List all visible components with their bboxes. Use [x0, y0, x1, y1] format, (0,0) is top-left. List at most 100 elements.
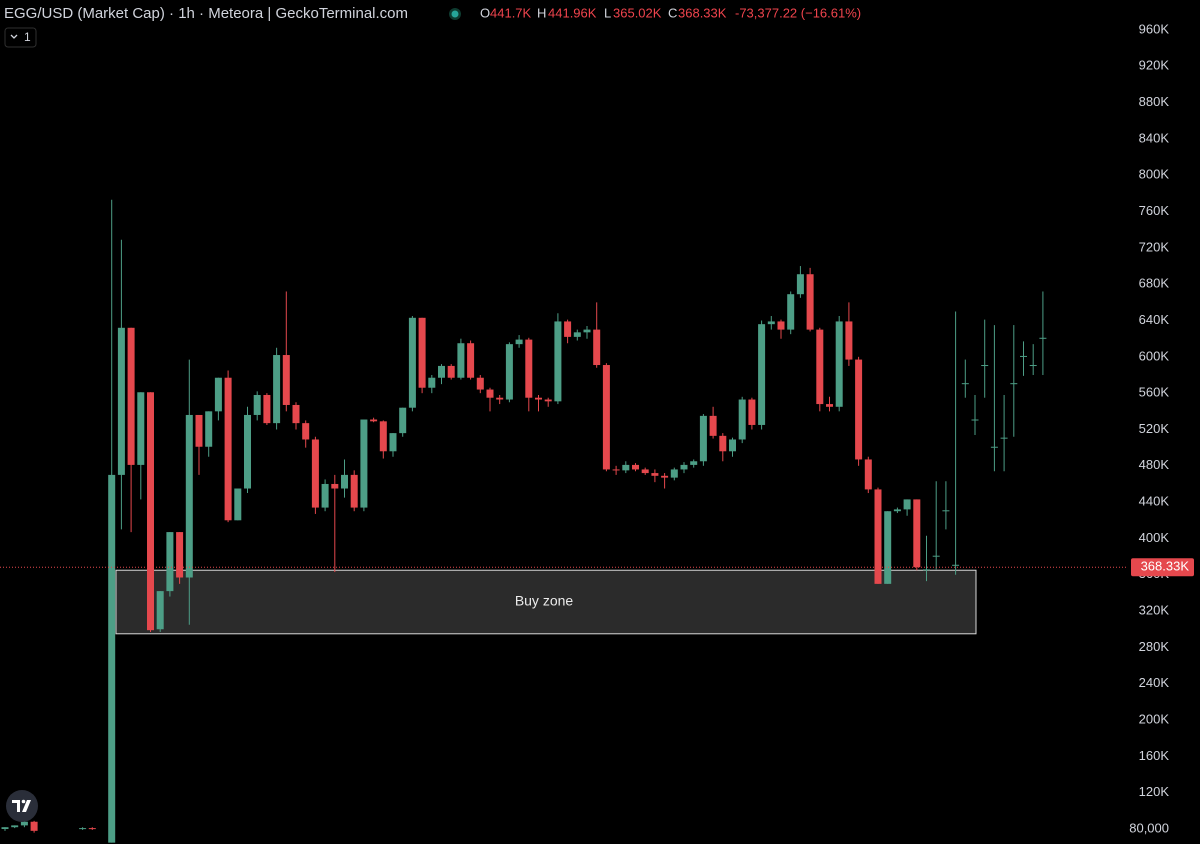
candle-body [796, 274, 804, 295]
candle [709, 406, 717, 439]
candle-body [360, 419, 368, 508]
y-tick-label: 680K [1139, 276, 1170, 291]
candle [273, 347, 281, 430]
candle-body [719, 435, 727, 452]
candle-body [205, 411, 213, 447]
candle-body [758, 324, 766, 425]
candle-body [729, 439, 736, 452]
candle-body [564, 321, 572, 337]
y-tick-label: 200K [1139, 711, 1170, 726]
candle [690, 459, 698, 468]
ohlc-key: C [668, 5, 677, 20]
y-tick-label: 120K [1139, 784, 1170, 799]
candle [205, 411, 213, 457]
y-tick-label: 880K [1139, 94, 1170, 109]
candle-body [903, 499, 911, 510]
candle [758, 320, 766, 430]
candle-body [651, 473, 659, 476]
candle [399, 407, 407, 437]
y-tick-label: 520K [1139, 421, 1170, 436]
zone [115, 569, 977, 635]
y-tick-label: 80,000 [1129, 820, 1169, 835]
candle [729, 437, 736, 457]
candle-body [379, 421, 387, 452]
y-tick-label: 600K [1139, 348, 1170, 363]
candle-body [137, 392, 145, 465]
candle [641, 467, 649, 475]
candle [185, 359, 193, 625]
candle [147, 392, 154, 632]
status-dot [451, 10, 459, 18]
candle [389, 433, 397, 457]
candle [505, 342, 513, 403]
candle-body [874, 489, 882, 584]
ohlc-key: L [604, 5, 611, 20]
candle-body [981, 365, 989, 367]
candle-body [632, 464, 639, 470]
candle-body [428, 377, 436, 388]
candle [884, 511, 892, 584]
price-axis: 960K 920K 880K 840K 800K 760K 720K 680K 640K 600K… [1128, 21, 1194, 835]
candle-body [855, 359, 863, 460]
candle-body [331, 483, 339, 489]
candle [564, 319, 572, 344]
candle [1, 827, 9, 831]
candle-body [932, 555, 940, 557]
candle-body [661, 475, 669, 478]
ohlc-value: 368.33K [678, 5, 727, 20]
candle-body [593, 329, 601, 366]
candle [525, 337, 533, 412]
logo[interactable] [6, 790, 38, 822]
candle-body [496, 397, 504, 400]
candle [738, 396, 746, 444]
logo-mark [22, 800, 31, 812]
candle-body [166, 532, 174, 592]
interval-toggle[interactable]: 1 [4, 27, 37, 48]
y-tick-label: 440K [1139, 494, 1170, 509]
candle [767, 315, 775, 330]
candle [408, 315, 416, 412]
candle [438, 364, 445, 385]
logo-dot [21, 799, 26, 804]
candle [661, 473, 669, 489]
candle [981, 319, 989, 398]
candle-body [302, 423, 310, 440]
candle [903, 499, 911, 516]
candle-body [748, 399, 756, 425]
candle [1010, 325, 1018, 437]
candle-body [816, 329, 824, 405]
chevron-icon [10, 34, 18, 39]
candle-body [321, 483, 329, 508]
candle-body [884, 511, 892, 584]
candle [835, 315, 843, 412]
candle-body [311, 439, 319, 508]
ohlc-value: 441.7K [490, 5, 532, 20]
candle-body [1010, 383, 1018, 385]
candle [321, 479, 329, 512]
candle [942, 481, 950, 530]
chart-title: EGG/USD (Market Cap) · 1h · Meteora | Ge… [4, 5, 408, 22]
candle-body [806, 274, 814, 330]
candle [457, 338, 465, 380]
ohlc-value: 365.02K [613, 5, 662, 20]
candle-body [486, 389, 494, 398]
candle [777, 319, 785, 339]
candle [30, 820, 38, 833]
candle-body [641, 469, 649, 474]
candle [79, 827, 87, 830]
candle-body [544, 399, 552, 402]
y-tick-label: 760K [1139, 203, 1170, 218]
candle-body [292, 404, 300, 424]
candle [1029, 344, 1037, 376]
candle [864, 456, 872, 494]
candle-body [573, 332, 581, 337]
candle-body [350, 474, 358, 508]
candle-body [127, 327, 135, 465]
candle [176, 532, 184, 584]
toggle-box[interactable] [4, 27, 37, 48]
candle-body [864, 459, 872, 490]
candle-body [515, 339, 523, 345]
logo-circle[interactable] [6, 790, 38, 822]
candle-body [108, 474, 116, 843]
